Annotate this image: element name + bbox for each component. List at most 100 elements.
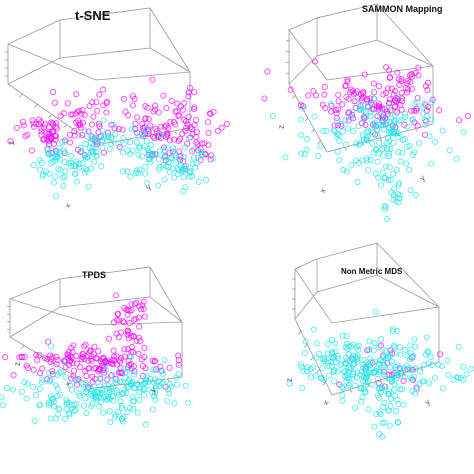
data-point <box>297 361 305 368</box>
data-point <box>56 148 63 155</box>
data-point <box>169 154 176 161</box>
data-point <box>386 422 393 429</box>
data-point <box>136 323 143 330</box>
data-point <box>412 191 419 199</box>
x-axis-label: x <box>318 187 328 195</box>
data-point <box>152 102 159 109</box>
data-point <box>115 140 122 147</box>
data-point <box>124 168 131 175</box>
data-point <box>163 133 170 140</box>
data-point <box>340 166 347 174</box>
data-point <box>30 366 37 373</box>
data-point <box>130 398 137 405</box>
data-point <box>382 203 389 210</box>
data-point <box>261 95 268 102</box>
data-point <box>71 128 78 135</box>
data-point <box>85 183 92 190</box>
data-point <box>404 77 411 84</box>
data-point <box>403 143 410 150</box>
data-point <box>49 120 56 127</box>
data-point <box>56 156 63 163</box>
data-point <box>411 107 418 114</box>
data-point <box>336 157 343 164</box>
data-point <box>49 371 56 378</box>
data-point <box>80 351 87 358</box>
data-point <box>365 127 372 134</box>
data-point <box>63 399 70 406</box>
data-point <box>167 118 174 125</box>
data-point <box>171 136 178 143</box>
data-point <box>214 127 221 135</box>
data-point <box>343 93 350 101</box>
data-point <box>367 113 374 120</box>
data-point <box>374 158 381 165</box>
x-axis-tick <box>297 331 302 335</box>
x-axis-tick <box>19 93 23 98</box>
data-point <box>387 396 394 403</box>
x-axis-tick <box>322 382 327 386</box>
data-point <box>173 374 180 381</box>
data-point <box>411 100 418 107</box>
data-point <box>128 343 136 351</box>
data-point <box>73 352 80 360</box>
data-point <box>63 406 70 413</box>
data-point <box>363 113 370 120</box>
axis-box-back-vertical <box>316 3 378 56</box>
data-point <box>428 160 435 167</box>
data-point <box>36 166 43 173</box>
data-point <box>317 143 324 150</box>
data-point <box>371 339 378 347</box>
data-point <box>355 342 362 349</box>
data-point <box>420 104 427 111</box>
data-point <box>110 353 118 360</box>
data-point <box>182 144 189 151</box>
data-point <box>142 365 149 372</box>
data-point <box>338 383 345 390</box>
data-point <box>64 351 71 358</box>
data-point <box>307 374 315 381</box>
data-point <box>65 159 72 167</box>
data-point <box>115 334 122 341</box>
data-point <box>101 134 108 141</box>
data-point <box>376 83 383 90</box>
data-point <box>65 361 72 369</box>
data-point <box>151 106 158 113</box>
data-point <box>324 341 331 348</box>
data-point <box>426 133 433 140</box>
data-point <box>67 139 74 146</box>
data-point <box>164 130 171 137</box>
data-point <box>173 159 180 166</box>
data-point <box>362 388 369 395</box>
data-point <box>116 143 123 151</box>
data-point <box>379 152 386 159</box>
data-point <box>76 120 83 127</box>
data-point <box>414 94 421 102</box>
data-point <box>83 410 90 417</box>
data-point <box>386 67 393 74</box>
data-point <box>62 357 69 365</box>
data-point <box>76 390 83 397</box>
data-point <box>286 380 293 387</box>
data-point <box>86 103 93 110</box>
data-point <box>335 98 342 105</box>
data-point <box>152 367 159 374</box>
data-point <box>347 114 355 121</box>
data-point <box>110 319 118 326</box>
data-point <box>414 122 421 129</box>
data-point <box>364 133 371 140</box>
data-point <box>109 357 116 364</box>
data-point <box>372 358 379 365</box>
data-point <box>400 401 407 408</box>
data-point <box>157 134 165 141</box>
data-point <box>191 146 198 153</box>
data-point <box>378 336 385 343</box>
data-point <box>116 358 124 365</box>
data-point <box>50 403 58 410</box>
data-point <box>166 364 173 371</box>
data-point <box>439 127 446 134</box>
data-point <box>298 363 305 371</box>
data-point <box>140 298 147 305</box>
data-point <box>377 181 385 188</box>
data-point <box>175 357 182 364</box>
data-point <box>445 371 452 378</box>
